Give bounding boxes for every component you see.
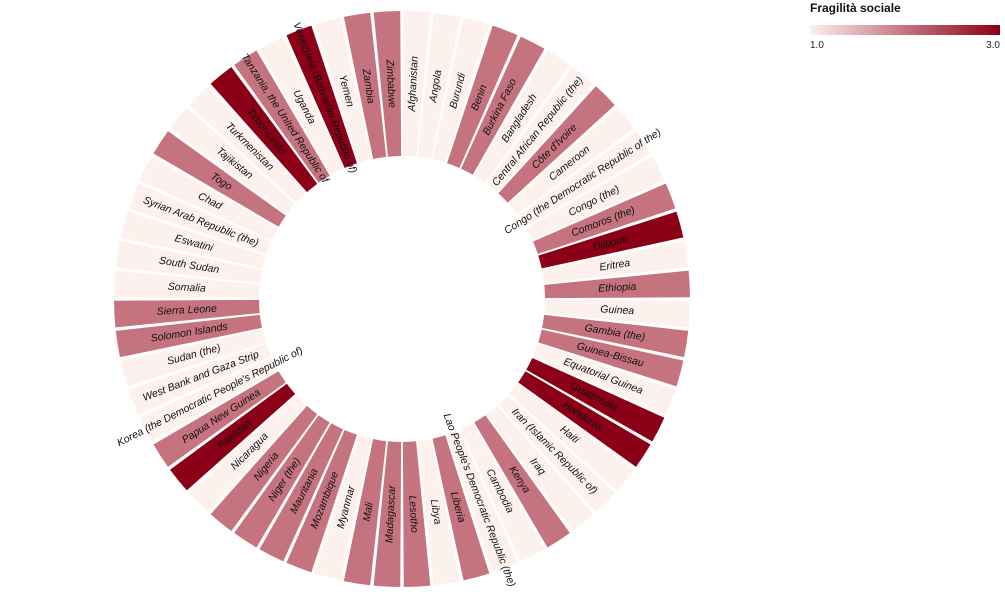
bar-zambia (343, 12, 387, 159)
legend-min-label: 1.0 (810, 40, 824, 51)
bar-chad (139, 156, 278, 241)
bar-ethiopia (544, 270, 690, 299)
bar-label: Ethiopia (598, 281, 637, 295)
bar-timor-leste (210, 67, 318, 193)
bar-sudan-the (120, 329, 266, 387)
bar-myanmar (314, 435, 372, 581)
bar-nicaragua (189, 395, 306, 512)
bar-liberia (432, 435, 490, 581)
bar-papua-new-guinea (153, 371, 286, 467)
bar-bangladesh (474, 50, 570, 183)
legend-title: Fragilità sociale (810, 1, 901, 15)
bar-angola (417, 12, 461, 159)
bar-comoros-the (532, 183, 676, 254)
bar-zimbabwe (373, 11, 402, 157)
bar-haiti (508, 383, 634, 491)
legend: Fragilità sociale 1.0 3.0 (810, 1, 1000, 51)
bar-label: Afghanistan (406, 56, 421, 113)
bar-central-african-republic-the (486, 67, 594, 193)
bar-solomon-islands (115, 314, 262, 358)
bar-equatorial-guinea (532, 344, 676, 415)
bar-djibouti (538, 211, 684, 269)
bar-somalia (114, 270, 260, 299)
bar-guatemala (526, 357, 665, 442)
bar-uganda (259, 36, 344, 175)
legend-max-label: 3.0 (986, 40, 1000, 51)
bar-niger-the (234, 415, 330, 548)
bar-tanzania-the-united-republic-of (234, 50, 330, 183)
bar-south-sudan (115, 240, 262, 284)
bar-label: Angola (427, 69, 444, 104)
bars-group (114, 11, 690, 587)
bar-mozambique (286, 429, 357, 573)
bar-mali (343, 439, 387, 586)
bar-label: Mali (361, 501, 376, 523)
bar-eritrea (542, 240, 689, 284)
bar-cameroon (508, 107, 634, 215)
bar-nigeria (210, 405, 318, 531)
bar-benin (447, 25, 518, 169)
bar-turkmenistan (189, 86, 306, 203)
bar-west-bank-and-gaza-strip (128, 344, 272, 415)
bar-tajikistan (170, 107, 296, 215)
bar-guinea-bissau (538, 329, 684, 387)
bar-label: Libya (428, 499, 444, 526)
bar-label: Somalia (168, 281, 207, 295)
legend-color-bar (810, 25, 1000, 35)
bar-madagascar (373, 441, 402, 587)
bar-c-te-d-ivoire (498, 86, 615, 203)
bar-label: Zambia (359, 67, 377, 105)
bar-label: Zimbabwe (383, 58, 398, 108)
bar-yemen (314, 17, 372, 163)
bar-label: Madagascar (383, 485, 398, 544)
bar-label: Lesotho (406, 495, 420, 533)
bar-mauritania (259, 423, 344, 562)
bar-burundi (432, 17, 490, 163)
bar-honduras (518, 371, 651, 467)
bar-label: Sierra Leone (156, 303, 217, 318)
bar-label: Guinea (600, 303, 635, 317)
bar-gambia-the (542, 314, 689, 358)
bar-libya (417, 439, 461, 586)
bar-eswatini (120, 211, 266, 269)
bar-burkina-faso (460, 36, 545, 175)
bar-iraq (486, 405, 594, 531)
bar-pakistan (170, 383, 296, 491)
bar-congo-the (526, 156, 665, 241)
bar-lao-people-s-democratic-republic-the (447, 429, 518, 573)
bar-afghanistan (402, 11, 431, 157)
bar-label: Eritrea (599, 257, 632, 274)
bar-togo (153, 131, 286, 227)
bar-korea-the-democratic-people-s-republic-of (139, 357, 278, 442)
bar-syrian-arab-republic-the (128, 183, 272, 254)
bar-guinea (544, 299, 690, 328)
bar-congo-the-democratic-republic-of-the (518, 131, 651, 227)
bar-lesotho (402, 441, 431, 587)
bar-sierra-leone (114, 299, 260, 328)
bar-iran-islamic-republic-of (498, 395, 615, 512)
bar-cambodia (460, 423, 545, 562)
bar-kenya (474, 415, 570, 548)
bar-venezuela-bolivarian-republic-of (286, 25, 357, 169)
